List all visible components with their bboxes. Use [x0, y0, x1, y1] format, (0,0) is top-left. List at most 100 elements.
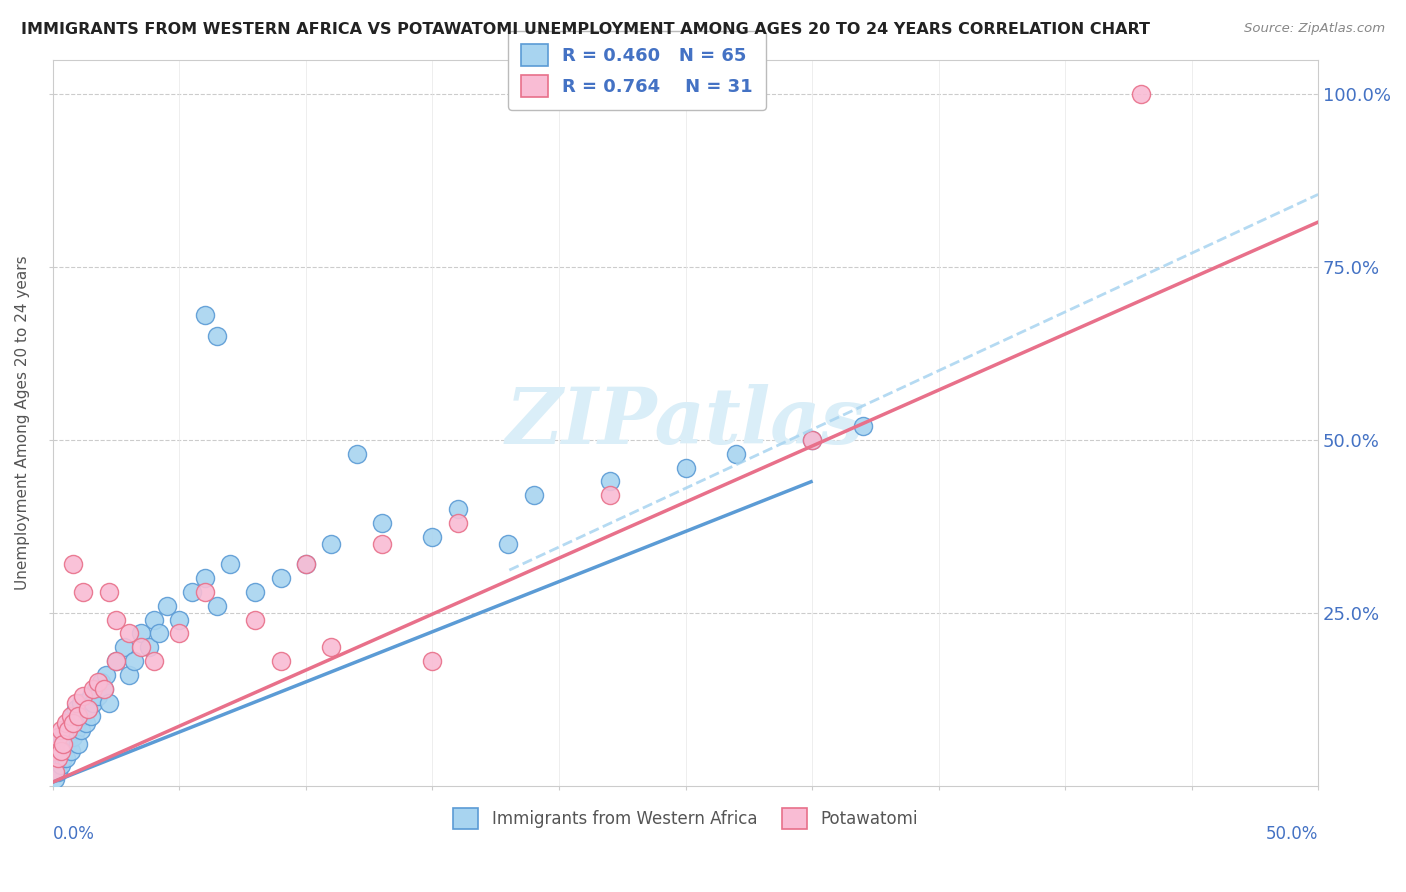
Point: [46, 764, 69, 779]
Point: [321, 640, 343, 655]
Point: [55, 723, 77, 738]
Point: [422, 654, 444, 668]
Point: [852, 419, 875, 434]
Point: [523, 488, 546, 502]
Point: [447, 516, 470, 530]
Point: [56, 723, 79, 738]
Point: [52, 737, 75, 751]
Point: [270, 654, 292, 668]
Point: [49, 744, 72, 758]
Point: [67, 737, 90, 751]
Point: [447, 502, 470, 516]
Point: [55, 751, 77, 765]
Point: [46, 751, 69, 765]
Point: [90, 674, 112, 689]
Point: [169, 613, 191, 627]
Point: [94, 668, 117, 682]
Point: [55, 737, 77, 751]
Point: [138, 640, 160, 655]
Point: [112, 640, 135, 655]
Point: [55, 716, 77, 731]
Point: [59, 744, 82, 758]
Point: [599, 488, 621, 502]
Point: [69, 696, 91, 710]
Point: [207, 599, 229, 613]
Point: [1130, 87, 1153, 102]
Point: [371, 516, 394, 530]
Text: Source: ZipAtlas.com: Source: ZipAtlas.com: [1244, 22, 1385, 36]
Point: [84, 681, 107, 696]
Point: [67, 709, 90, 723]
Point: [44, 764, 66, 779]
Point: [725, 447, 748, 461]
Point: [105, 613, 128, 627]
Point: [65, 702, 87, 716]
Point: [62, 558, 84, 572]
Point: [62, 730, 84, 744]
Text: IMMIGRANTS FROM WESTERN AFRICA VS POTAWATOMI UNEMPLOYMENT AMONG AGES 20 TO 24 YE: IMMIGRANTS FROM WESTERN AFRICA VS POTAWA…: [21, 22, 1150, 37]
Y-axis label: Unemployment Among Ages 20 to 24 years: Unemployment Among Ages 20 to 24 years: [15, 255, 30, 590]
Point: [59, 716, 82, 731]
Point: [52, 730, 75, 744]
Point: [801, 433, 824, 447]
Point: [44, 764, 66, 779]
Point: [143, 654, 166, 668]
Point: [156, 599, 179, 613]
Point: [181, 585, 204, 599]
Point: [46, 730, 69, 744]
Point: [245, 613, 267, 627]
Point: [82, 681, 104, 696]
Point: [131, 640, 153, 655]
Point: [44, 757, 66, 772]
Point: [72, 585, 94, 599]
Point: [105, 654, 128, 668]
Point: [321, 536, 343, 550]
Point: [75, 716, 97, 731]
Point: [87, 689, 110, 703]
Point: [59, 709, 82, 723]
Point: [87, 674, 110, 689]
Point: [67, 709, 90, 723]
Point: [118, 668, 141, 682]
Legend: Immigrants from Western Africa, Potawatomi: Immigrants from Western Africa, Potawato…: [447, 802, 925, 835]
Text: 50.0%: 50.0%: [1265, 825, 1319, 844]
Point: [46, 744, 69, 758]
Point: [77, 702, 100, 716]
Point: [97, 585, 120, 599]
Point: [675, 460, 697, 475]
Point: [44, 744, 66, 758]
Point: [219, 558, 242, 572]
Point: [49, 737, 72, 751]
Point: [194, 585, 217, 599]
Point: [118, 626, 141, 640]
Point: [801, 433, 824, 447]
Point: [498, 536, 520, 550]
Point: [49, 723, 72, 738]
Point: [62, 709, 84, 723]
Point: [207, 329, 229, 343]
Point: [105, 654, 128, 668]
Point: [49, 757, 72, 772]
Point: [599, 475, 621, 489]
Point: [52, 737, 75, 751]
Point: [65, 723, 87, 738]
Point: [93, 681, 115, 696]
Point: [72, 709, 94, 723]
Point: [371, 536, 394, 550]
Point: [131, 626, 153, 640]
Point: [49, 744, 72, 758]
Point: [97, 696, 120, 710]
Point: [422, 530, 444, 544]
Point: [169, 626, 191, 640]
Point: [93, 681, 115, 696]
Point: [80, 709, 103, 723]
Point: [295, 558, 318, 572]
Point: [122, 654, 145, 668]
Point: [65, 696, 87, 710]
Text: 0.0%: 0.0%: [53, 825, 94, 844]
Point: [56, 723, 79, 738]
Point: [148, 626, 170, 640]
Point: [143, 613, 166, 627]
Point: [270, 571, 292, 585]
Text: ZIPatlas: ZIPatlas: [506, 384, 865, 461]
